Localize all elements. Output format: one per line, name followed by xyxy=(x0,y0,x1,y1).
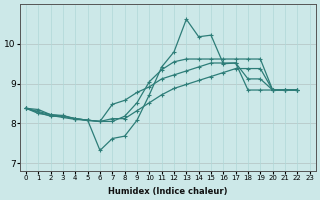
X-axis label: Humidex (Indice chaleur): Humidex (Indice chaleur) xyxy=(108,187,228,196)
